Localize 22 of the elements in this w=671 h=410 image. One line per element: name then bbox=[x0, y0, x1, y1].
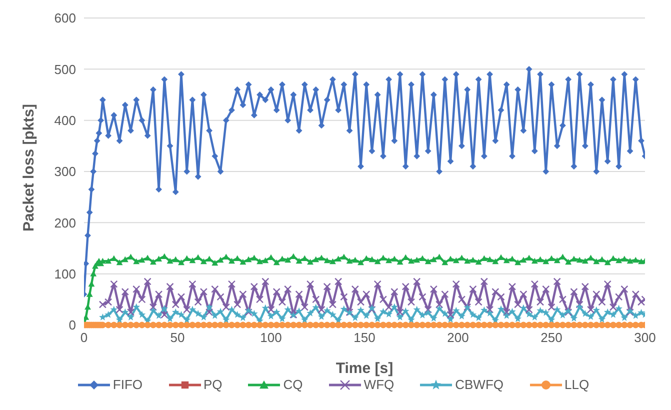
y-tick-label: 600 bbox=[54, 10, 76, 26]
x-tick-label: 250 bbox=[540, 330, 562, 346]
legend-label: PQ bbox=[204, 377, 222, 392]
legend-label: FIFO bbox=[112, 377, 142, 392]
x-tick-label: 300 bbox=[634, 330, 656, 346]
legend-label: WFQ bbox=[364, 377, 394, 392]
legend-label: LLQ bbox=[564, 377, 590, 392]
x-tick-label: 100 bbox=[260, 330, 282, 346]
y-tick-label: 500 bbox=[54, 62, 76, 77]
x-axis-title: Time [s] bbox=[336, 360, 394, 377]
y-tick-label: 0 bbox=[68, 318, 76, 333]
y-tick-label: 300 bbox=[54, 164, 76, 180]
x-tick-label: 0 bbox=[80, 330, 88, 346]
x-tick-label: 150 bbox=[354, 330, 376, 346]
y-tick-label: 400 bbox=[54, 112, 76, 128]
legend-label: CQ bbox=[283, 377, 303, 392]
y-tick-label: 100 bbox=[54, 266, 76, 282]
legend-label: CBWFQ bbox=[455, 377, 504, 392]
x-tick-label: 200 bbox=[447, 330, 469, 346]
x-tick-label: 50 bbox=[170, 330, 185, 346]
y-axis-title: Packet loss [pkts] bbox=[20, 104, 38, 232]
y-tick-label: 200 bbox=[54, 215, 76, 230]
